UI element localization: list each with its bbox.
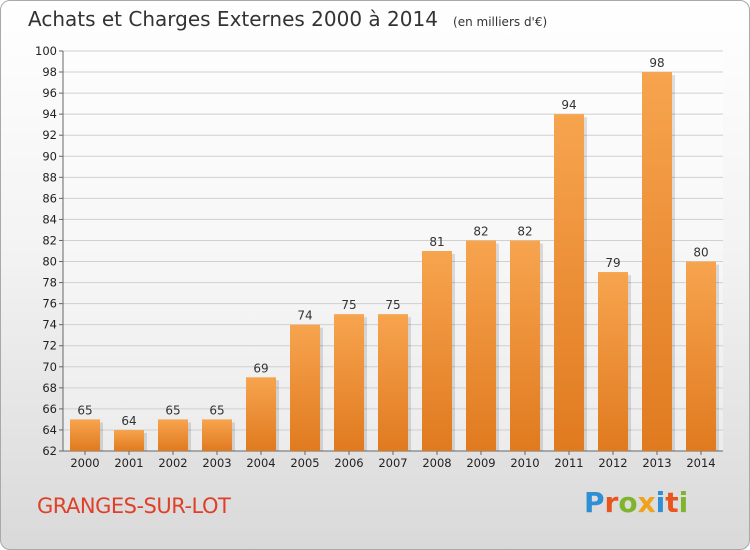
value-label: 75 [341, 298, 356, 312]
x-tick-label: 2008 [422, 456, 451, 470]
bar [466, 240, 496, 451]
y-tick-label: 76 [42, 297, 57, 311]
x-tick-label: 2013 [642, 456, 671, 470]
value-label: 79 [605, 256, 620, 270]
x-tick-label: 2005 [290, 456, 319, 470]
value-label: 80 [693, 246, 708, 260]
bar [158, 419, 188, 451]
bar [202, 419, 232, 451]
x-tick-label: 2011 [554, 456, 583, 470]
value-label: 65 [165, 403, 180, 417]
y-tick-label: 66 [42, 402, 57, 416]
y-tick-label: 62 [42, 444, 57, 458]
bar [598, 272, 628, 451]
bar [554, 114, 584, 451]
x-tick-label: 2003 [202, 456, 231, 470]
bar [114, 429, 144, 451]
y-tick-label: 84 [42, 212, 57, 226]
value-label: 65 [77, 403, 92, 417]
logo-letter: i [678, 486, 689, 519]
logo-letter: r [604, 486, 619, 519]
y-tick-label: 92 [42, 128, 57, 142]
y-tick-label: 82 [42, 233, 57, 247]
value-label: 65 [209, 403, 224, 417]
bar [70, 419, 100, 451]
value-label: 94 [561, 98, 576, 112]
x-tick-label: 2000 [70, 456, 99, 470]
bar [422, 251, 452, 451]
y-tick-label: 74 [42, 318, 57, 332]
value-label: 82 [517, 224, 532, 238]
y-tick-label: 96 [42, 86, 57, 100]
value-label: 69 [253, 361, 268, 375]
y-tick-label: 78 [42, 276, 57, 290]
value-label: 74 [297, 309, 312, 323]
commune-name: GRANGES-SUR-LOT [37, 494, 231, 518]
chart-title: Achats et Charges Externes 2000 à 2014 (… [28, 7, 547, 31]
x-tick-label: 2014 [686, 456, 715, 470]
x-tick-label: 2012 [598, 456, 627, 470]
value-label: 98 [649, 56, 664, 70]
bar [334, 314, 364, 451]
y-tick-label: 64 [42, 423, 57, 437]
chart-title-text: Achats et Charges Externes 2000 à 2014 [28, 7, 438, 31]
x-tick-label: 2004 [246, 456, 275, 470]
bar [290, 324, 320, 451]
logo-letter: x [637, 486, 656, 519]
y-tick-label: 68 [42, 381, 57, 395]
y-tick-label: 100 [35, 44, 57, 58]
x-tick-label: 2007 [378, 456, 407, 470]
proxiti-logo: Proxiti [584, 486, 688, 519]
x-tick-label: 2001 [114, 456, 143, 470]
y-tick-label: 98 [42, 65, 57, 79]
logo-letter: o [618, 486, 638, 519]
y-tick-label: 90 [42, 149, 57, 163]
y-tick-label: 94 [42, 107, 57, 121]
y-tick-label: 86 [42, 191, 57, 205]
y-tick-label: 88 [42, 170, 57, 184]
chart-unit: (en milliers d'€) [453, 15, 548, 29]
x-tick-label: 2006 [334, 456, 363, 470]
value-label: 64 [121, 414, 136, 428]
logo-letter: i [655, 486, 666, 519]
logo-letter: P [584, 486, 605, 519]
bar [686, 261, 716, 451]
x-tick-label: 2009 [466, 456, 495, 470]
y-tick-label: 70 [42, 360, 57, 374]
logo-letter: t [665, 486, 679, 519]
x-tick-label: 2002 [158, 456, 187, 470]
value-label: 81 [429, 235, 444, 249]
value-label: 75 [385, 298, 400, 312]
bar [642, 72, 672, 451]
x-tick-label: 2010 [510, 456, 539, 470]
bar [510, 240, 540, 451]
bar [378, 314, 408, 451]
value-label: 82 [473, 224, 488, 238]
y-tick-label: 80 [42, 255, 57, 269]
y-tick-label: 72 [42, 339, 57, 353]
bar [246, 377, 276, 451]
